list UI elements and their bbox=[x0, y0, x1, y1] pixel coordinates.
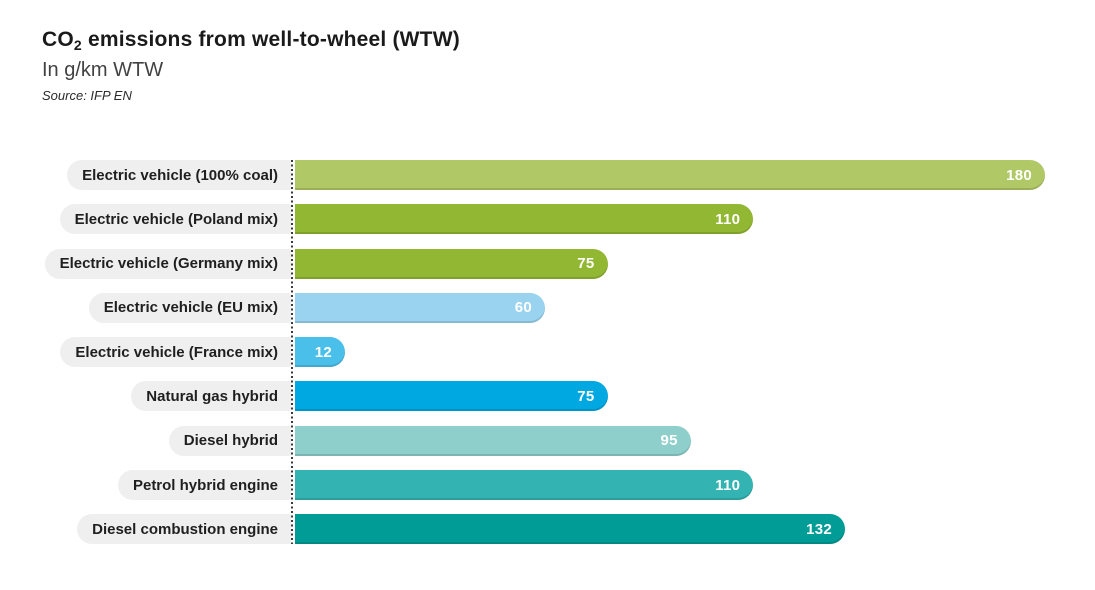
bar: 75 bbox=[295, 248, 608, 279]
plot-area: 60 bbox=[295, 292, 1045, 323]
table-row: Natural gas hybrid 75 bbox=[42, 381, 1095, 412]
bar-label-cell: Electric vehicle (Germany mix) bbox=[42, 248, 291, 279]
table-row: Electric vehicle (100% coal) 180 bbox=[42, 160, 1095, 190]
bar-value: 12 bbox=[314, 343, 332, 361]
bar-label-cell: Electric vehicle (Poland mix) bbox=[42, 204, 291, 235]
bar-value: 110 bbox=[715, 210, 741, 228]
bar-value: 60 bbox=[514, 299, 532, 317]
table-row: Electric vehicle (Germany mix) 75 bbox=[42, 248, 1095, 279]
page-title: CO2 emissions from well-to-wheel (WTW) bbox=[42, 28, 1095, 53]
bar-label: Electric vehicle (Germany mix) bbox=[44, 248, 291, 279]
table-row: Electric vehicle (Poland mix) 110 bbox=[42, 204, 1095, 235]
axis-line bbox=[291, 160, 293, 545]
bar-label-cell: Diesel hybrid bbox=[42, 425, 291, 456]
table-row: Electric vehicle (EU mix) 60 bbox=[42, 292, 1095, 323]
bar: 95 bbox=[295, 425, 691, 456]
bar-label-cell: Petrol hybrid engine bbox=[42, 470, 291, 501]
plot-area: 110 bbox=[295, 204, 1045, 235]
table-row: Diesel hybrid 95 bbox=[42, 425, 1095, 456]
bar-value: 110 bbox=[715, 476, 741, 494]
plot-area: 75 bbox=[295, 381, 1045, 412]
table-row: Diesel combustion engine 132 bbox=[42, 514, 1095, 545]
title-subscript: 2 bbox=[73, 37, 82, 53]
bar-value: 180 bbox=[1006, 166, 1032, 184]
bar-label: Electric vehicle (EU mix) bbox=[88, 292, 291, 323]
bar: 110 bbox=[295, 470, 754, 501]
bar-label-cell: Electric vehicle (100% coal) bbox=[42, 160, 291, 190]
bar-label: Natural gas hybrid bbox=[131, 381, 291, 412]
bar-label: Electric vehicle (France mix) bbox=[60, 337, 291, 368]
bar: 75 bbox=[295, 381, 608, 412]
bar-label: Diesel hybrid bbox=[168, 425, 291, 456]
title-co: CO bbox=[42, 28, 74, 51]
bar: 60 bbox=[295, 292, 545, 323]
bar-label-cell: Electric vehicle (France mix) bbox=[42, 337, 291, 368]
bar-value: 75 bbox=[577, 387, 595, 405]
plot-area: 75 bbox=[295, 248, 1045, 279]
chart-page: CO2 emissions from well-to-wheel (WTW) I… bbox=[42, 28, 1095, 545]
bar: 110 bbox=[295, 204, 754, 235]
bar: 180 bbox=[295, 160, 1045, 190]
bar-chart: Electric vehicle (100% coal) 180 Electric … bbox=[42, 160, 1095, 545]
bar: 12 bbox=[295, 337, 345, 368]
table-row: Electric vehicle (France mix) 12 bbox=[42, 337, 1095, 368]
bar: 132 bbox=[295, 514, 845, 545]
bar-label: Diesel combustion engine bbox=[77, 514, 291, 545]
bar-label: Petrol hybrid engine bbox=[117, 470, 291, 501]
bar-label-cell: Diesel combustion engine bbox=[42, 514, 291, 545]
chart-subtitle: In g/km WTW bbox=[42, 59, 164, 81]
title-rest: emissions from well-to-wheel (WTW) bbox=[81, 28, 460, 51]
bar-label: Electric vehicle (100% coal) bbox=[67, 160, 291, 190]
bar-rows: Electric vehicle (100% coal) 180 Electric … bbox=[42, 160, 1095, 545]
plot-area: 132 bbox=[295, 514, 1045, 545]
chart-source: Source: IFP EN bbox=[42, 88, 132, 103]
bar-label: Electric vehicle (Poland mix) bbox=[59, 204, 291, 235]
bar-value: 132 bbox=[806, 520, 832, 538]
plot-area: 12 bbox=[295, 337, 1045, 368]
table-row: Petrol hybrid engine 110 bbox=[42, 470, 1095, 501]
bar-label-cell: Natural gas hybrid bbox=[42, 381, 291, 412]
bar-value: 95 bbox=[660, 432, 678, 450]
plot-area: 110 bbox=[295, 470, 1045, 501]
bar-label-cell: Electric vehicle (EU mix) bbox=[42, 292, 291, 323]
plot-area: 95 bbox=[295, 425, 1045, 456]
plot-area: 180 bbox=[295, 160, 1045, 190]
bar-value: 75 bbox=[577, 255, 595, 273]
